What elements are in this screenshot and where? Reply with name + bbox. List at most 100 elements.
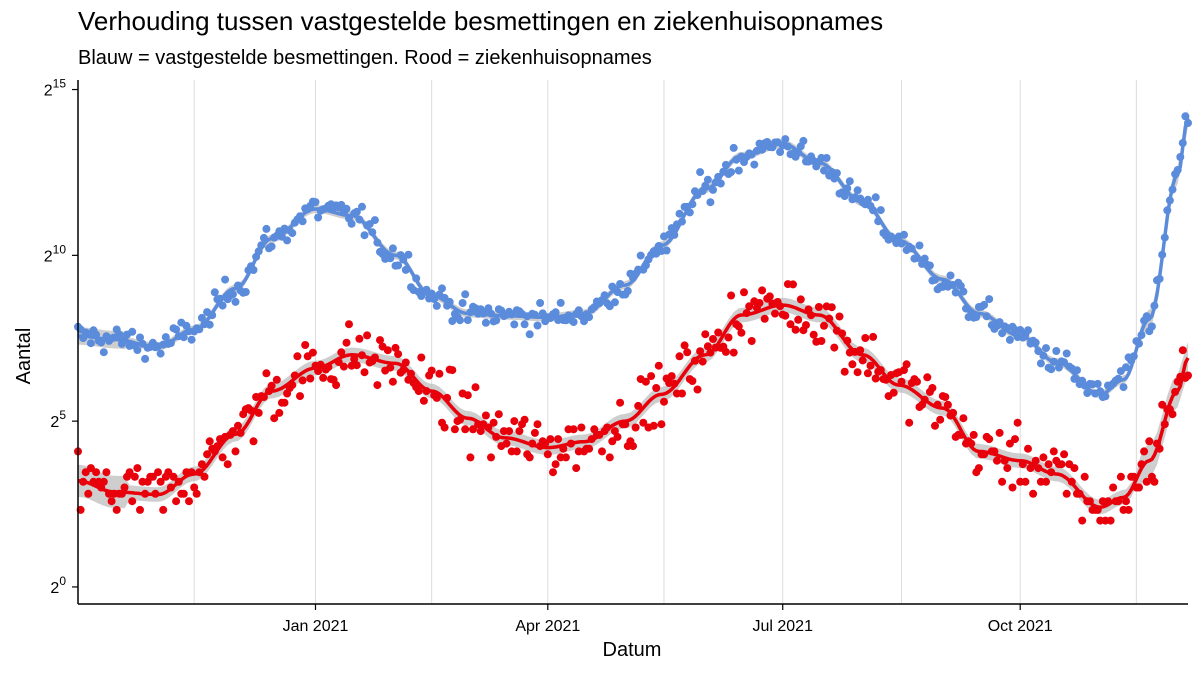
- point-ziekenhuisopnames: [572, 464, 581, 473]
- point-ziekenhuisopnames: [350, 355, 359, 364]
- point-besmettingen: [853, 186, 862, 195]
- point-besmettingen: [623, 287, 632, 295]
- point-besmettingen: [298, 217, 307, 226]
- point-besmettingen: [781, 135, 790, 144]
- point-ziekenhuisopnames: [680, 341, 689, 350]
- point-ziekenhuisopnames: [275, 408, 284, 417]
- chart-subtitle: Blauw = vastgestelde besmettingen. Rood …: [78, 47, 652, 69]
- point-ziekenhuisopnames: [461, 425, 470, 434]
- point-ziekenhuisopnames: [1080, 472, 1089, 481]
- point-ziekenhuisopnames: [985, 435, 994, 444]
- confidence-bands: [78, 109, 1188, 515]
- point-ziekenhuisopnames: [92, 468, 101, 477]
- point-ziekenhuisopnames: [401, 358, 410, 367]
- point-ziekenhuisopnames: [388, 377, 397, 386]
- point-ziekenhuisopnames: [84, 489, 93, 498]
- point-ziekenhuisopnames: [869, 332, 878, 341]
- point-ziekenhuisopnames: [820, 321, 828, 330]
- point-ziekenhuisopnames: [747, 337, 756, 345]
- point-besmettingen: [231, 297, 240, 306]
- point-besmettingen: [221, 275, 230, 284]
- point-ziekenhuisopnames: [205, 437, 214, 446]
- point-besmettingen: [197, 313, 206, 322]
- point-ziekenhuisopnames: [734, 322, 743, 331]
- point-ziekenhuisopnames: [203, 450, 212, 459]
- point-ziekenhuisopnames: [683, 348, 692, 357]
- point-ziekenhuisopnames: [471, 383, 480, 392]
- smooth-line-ziekenhuisopnames: [77, 303, 1190, 509]
- point-besmettingen: [347, 219, 356, 228]
- point-besmettingen: [727, 168, 736, 177]
- point-ziekenhuisopnames: [525, 453, 534, 462]
- x-tick-label: Jan 2021: [283, 618, 349, 635]
- point-ziekenhuisopnames: [631, 423, 640, 432]
- point-ziekenhuisopnames: [861, 334, 870, 342]
- point-ziekenhuisopnames: [634, 401, 643, 410]
- point-ziekenhuisopnames: [352, 361, 361, 370]
- point-ziekenhuisopnames: [185, 497, 193, 506]
- point-ziekenhuisopnames: [1150, 477, 1159, 486]
- point-besmettingen: [352, 207, 361, 216]
- point-besmettingen: [262, 224, 271, 233]
- point-besmettingen: [404, 250, 413, 259]
- point-ziekenhuisopnames: [561, 453, 570, 462]
- point-ziekenhuisopnames: [758, 286, 767, 295]
- point-ziekenhuisopnames: [448, 366, 457, 375]
- point-besmettingen: [210, 288, 219, 297]
- point-besmettingen: [915, 241, 924, 250]
- point-besmettingen: [1024, 326, 1032, 335]
- point-ziekenhuisopnames: [231, 447, 240, 456]
- point-besmettingen: [703, 175, 712, 184]
- point-ziekenhuisopnames: [827, 303, 836, 312]
- point-besmettingen: [370, 216, 379, 225]
- point-ziekenhuisopnames: [481, 411, 490, 420]
- point-besmettingen: [750, 160, 759, 169]
- point-ziekenhuisopnames: [376, 336, 384, 345]
- point-ziekenhuisopnames: [998, 477, 1007, 486]
- point-ziekenhuisopnames: [755, 299, 764, 307]
- point-ziekenhuisopnames: [164, 468, 173, 477]
- point-besmettingen: [840, 192, 849, 201]
- point-ziekenhuisopnames: [148, 472, 157, 481]
- point-ziekenhuisopnames: [1135, 483, 1143, 492]
- point-besmettingen: [706, 198, 715, 207]
- point-ziekenhuisopnames: [435, 369, 444, 378]
- point-besmettingen: [799, 136, 808, 145]
- point-ziekenhuisopnames: [863, 369, 872, 378]
- point-ziekenhuisopnames: [696, 347, 705, 356]
- point-besmettingen: [1047, 365, 1056, 374]
- point-besmettingen: [1093, 379, 1102, 388]
- point-ziekenhuisopnames: [789, 280, 797, 289]
- point-ziekenhuisopnames: [337, 348, 346, 357]
- point-besmettingen: [822, 154, 831, 162]
- axes: Jan 2021 Apr 2021 Jul 2021 Oct 2021 20 25 210 2…: [44, 77, 1188, 635]
- point-ziekenhuisopnames: [1057, 460, 1066, 469]
- point-ziekenhuisopnames: [414, 387, 423, 396]
- point-ziekenhuisopnames: [613, 432, 622, 441]
- point-ziekenhuisopnames: [218, 453, 227, 462]
- point-ziekenhuisopnames: [714, 328, 723, 337]
- point-ziekenhuisopnames: [1013, 418, 1022, 427]
- point-ziekenhuisopnames: [1042, 477, 1050, 486]
- grid-lines: [193, 80, 1137, 604]
- point-ziekenhuisopnames: [660, 397, 668, 406]
- y-tick-label: 215: [44, 77, 67, 100]
- point-ziekenhuisopnames: [102, 468, 111, 477]
- point-ziekenhuisopnames: [267, 381, 276, 390]
- point-ziekenhuisopnames: [652, 384, 661, 392]
- point-besmettingen: [241, 288, 250, 296]
- point-ziekenhuisopnames: [781, 311, 790, 320]
- point-ziekenhuisopnames: [721, 347, 730, 356]
- point-ziekenhuisopnames: [760, 314, 769, 323]
- point-besmettingen: [959, 287, 968, 296]
- point-besmettingen: [845, 177, 854, 186]
- point-besmettingen: [1119, 383, 1128, 392]
- point-besmettingen: [1062, 349, 1071, 358]
- point-ziekenhuisopnames: [830, 343, 839, 352]
- point-ziekenhuisopnames: [1142, 477, 1151, 486]
- point-ziekenhuisopnames: [598, 447, 606, 456]
- point-ziekenhuisopnames: [319, 373, 328, 382]
- point-ziekenhuisopnames: [703, 342, 712, 351]
- point-ziekenhuisopnames: [1168, 410, 1177, 419]
- point-besmettingen: [136, 333, 144, 342]
